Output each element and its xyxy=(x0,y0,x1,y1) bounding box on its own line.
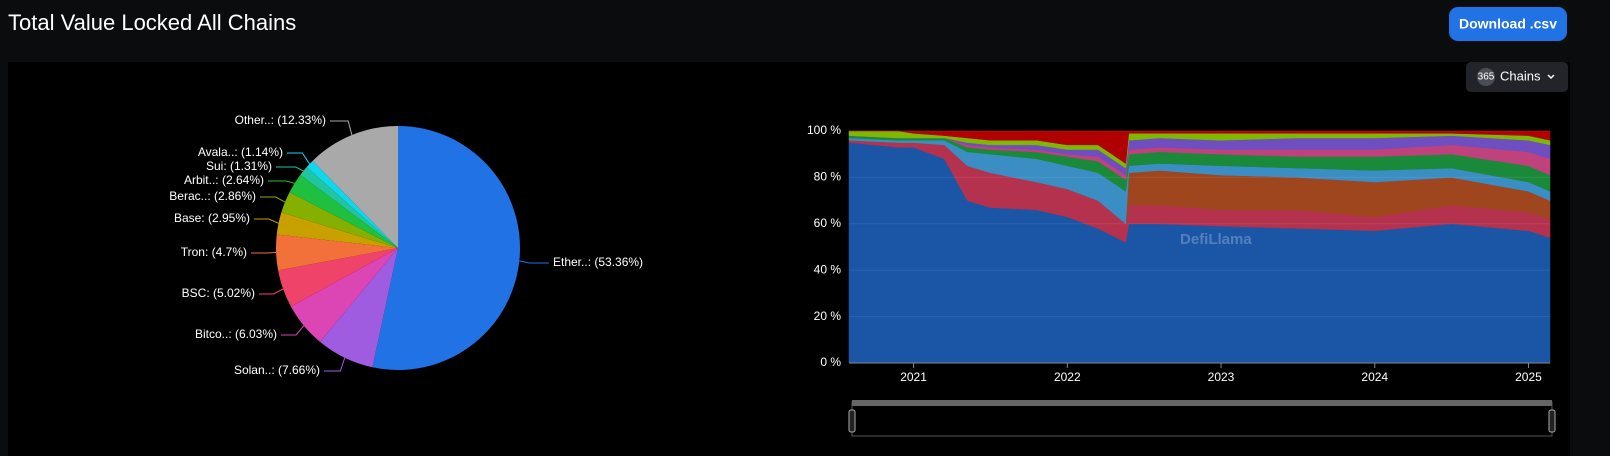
slice-label: Avala..: (1.14%) xyxy=(198,145,283,159)
x-tick-label: 2025 xyxy=(1515,370,1542,384)
watermark: DefiLlama xyxy=(1180,231,1252,248)
zoom-slider[interactable] xyxy=(848,400,1556,437)
leader-line xyxy=(268,180,295,184)
y-tick-label: 100 % xyxy=(807,123,841,137)
pie-slice xyxy=(281,192,398,248)
slice-label: Base: (2.95%) xyxy=(174,211,250,225)
leader-line xyxy=(519,260,549,264)
y-tick-label: 20 % xyxy=(814,309,842,323)
leader-line xyxy=(259,288,284,295)
pie-slice xyxy=(276,212,398,248)
leader-line xyxy=(324,357,346,372)
y-tick-label: 0 % xyxy=(820,355,841,369)
slice-label: Solan..: (7.66%) xyxy=(234,363,320,377)
pie-slice xyxy=(320,248,398,368)
x-tick-label: 2022 xyxy=(1054,370,1081,384)
pie-slice xyxy=(372,126,520,370)
pie-slice xyxy=(289,174,398,248)
pie-slice xyxy=(290,248,398,342)
slice-label: Tron: (4.7%) xyxy=(181,245,247,259)
x-tick-label: 2023 xyxy=(1208,370,1235,384)
leader-line xyxy=(281,325,305,336)
pie-slice xyxy=(306,160,398,248)
leader-line xyxy=(287,152,311,165)
chevron xyxy=(1547,74,1555,80)
leader-line xyxy=(330,120,353,136)
button-bg[interactable] xyxy=(1449,7,1567,41)
slider-bar[interactable] xyxy=(852,400,1552,406)
chain-count: 365 xyxy=(1478,72,1495,83)
leader-line xyxy=(260,196,286,203)
page-title: Total Value Locked All Chains xyxy=(8,10,296,35)
y-tick-label: 80 % xyxy=(814,170,842,184)
download-button[interactable]: Download .csv xyxy=(1449,7,1567,41)
area-series xyxy=(849,130,1551,164)
slider-handle[interactable] xyxy=(848,409,856,433)
leader-line xyxy=(276,166,304,172)
x-tick-label: 2024 xyxy=(1361,370,1388,384)
slice-label: Ether..: (53.36%) xyxy=(553,255,643,269)
leader-line xyxy=(251,251,277,254)
x-tick-label: 2021 xyxy=(900,370,927,384)
dropdown-bg[interactable] xyxy=(1466,62,1568,92)
slice-label: Other..: (12.33%) xyxy=(235,113,326,127)
slice-label: Arbit..: (2.64%) xyxy=(184,173,264,187)
dropdown-label[interactable]: Chains xyxy=(1500,68,1541,83)
button-label[interactable]: Download .csv xyxy=(1459,16,1557,32)
pie-slice xyxy=(278,248,398,307)
y-tick-label: 60 % xyxy=(814,216,842,230)
y-tick-label: 40 % xyxy=(814,262,842,276)
slice-label: Bitco..: (6.03%) xyxy=(195,327,277,341)
leader-line xyxy=(254,218,279,224)
chains-dropdown[interactable]: 365 Chains xyxy=(1466,62,1568,92)
slice-label: Berac..: (2.86%) xyxy=(169,189,256,203)
slice-label: BSC: (5.02%) xyxy=(182,286,255,300)
pie-slice xyxy=(312,126,398,248)
pie-slice xyxy=(276,234,398,271)
slice-label: Sui: (1.31%) xyxy=(206,159,272,173)
slider-handle[interactable] xyxy=(1548,409,1556,433)
pie-slice xyxy=(300,167,398,248)
count-badge xyxy=(1477,68,1495,86)
